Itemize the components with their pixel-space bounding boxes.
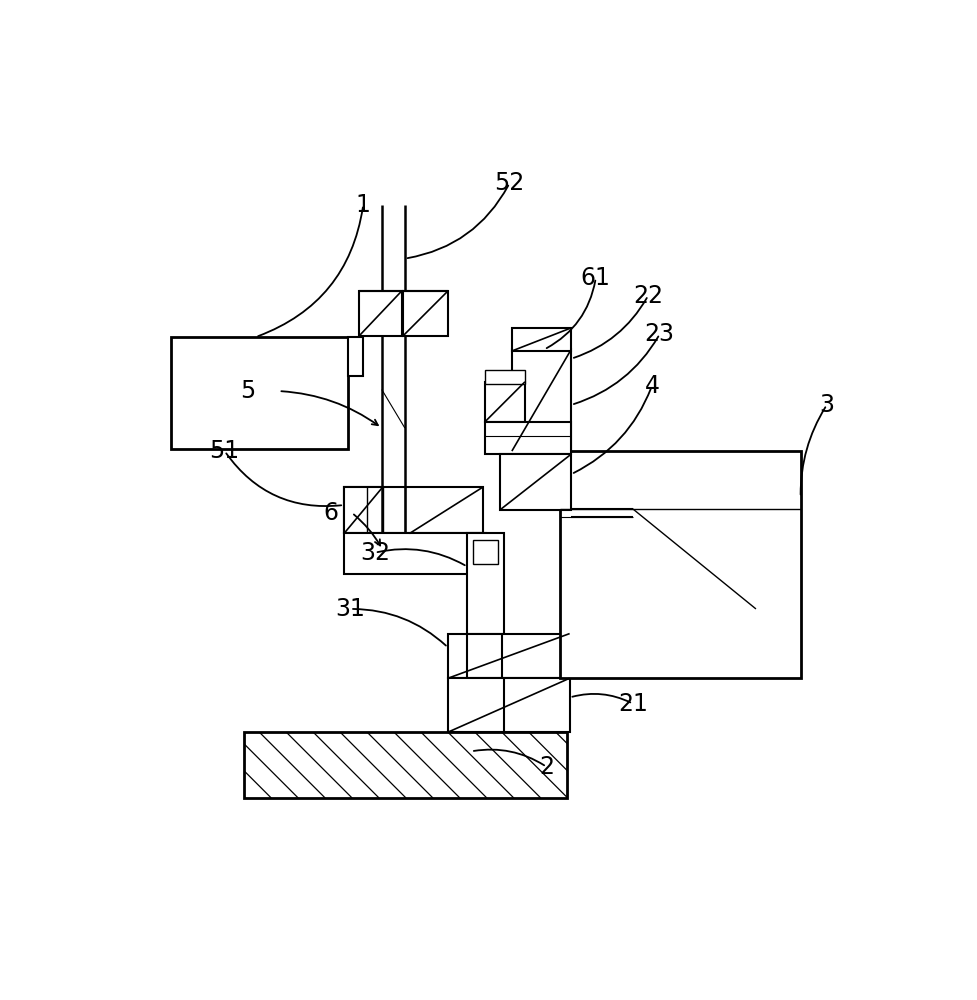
Text: 32: 32	[360, 541, 390, 565]
Bar	[171, 337, 348, 449]
Text: 21: 21	[617, 692, 648, 716]
Text: 5: 5	[240, 379, 255, 403]
Text: 22: 22	[633, 284, 663, 308]
Bar	[474, 540, 498, 564]
Bar	[348, 337, 363, 376]
Bar	[344, 487, 483, 533]
Bar	[485, 382, 525, 422]
Bar	[360, 291, 402, 336]
Bar	[485, 370, 525, 384]
Bar	[560, 451, 800, 678]
Text: 52: 52	[494, 171, 525, 195]
Bar	[512, 328, 572, 351]
Text: 4: 4	[645, 374, 659, 398]
Bar	[512, 349, 572, 451]
Bar	[467, 533, 504, 634]
Bar	[244, 732, 568, 798]
Text: 6: 6	[323, 501, 338, 525]
Bar	[500, 454, 572, 510]
Bar	[404, 291, 448, 336]
Text: 2: 2	[539, 755, 554, 779]
Text: 3: 3	[820, 393, 834, 417]
Bar	[448, 678, 570, 732]
Text: 1: 1	[356, 193, 370, 217]
Bar	[344, 487, 383, 533]
Bar	[344, 533, 487, 574]
Text: 51: 51	[210, 439, 239, 463]
Text: 61: 61	[581, 266, 611, 290]
Bar	[485, 422, 572, 454]
Bar	[448, 634, 570, 678]
Text: 23: 23	[645, 322, 675, 346]
Text: 31: 31	[335, 597, 365, 621]
